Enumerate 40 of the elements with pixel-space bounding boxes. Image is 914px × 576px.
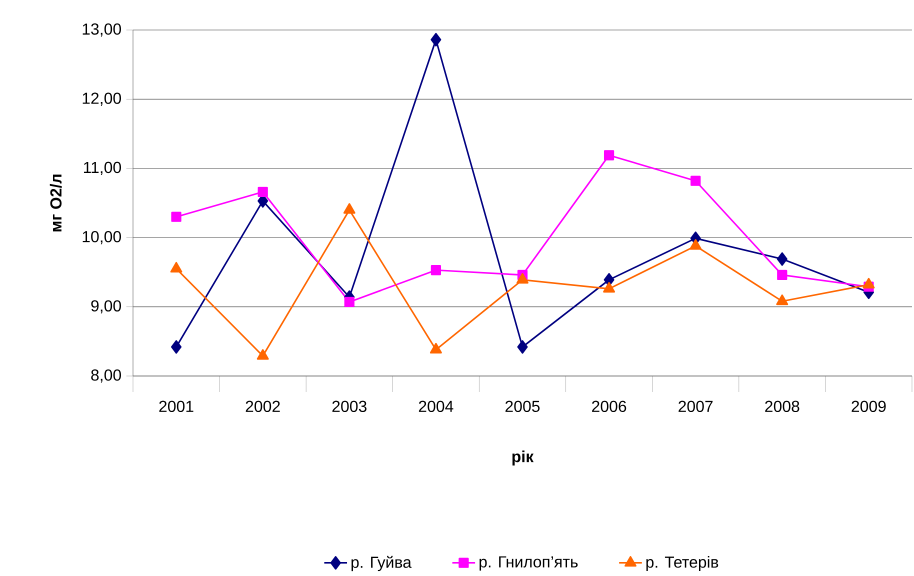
point (776, 294, 788, 306)
point (430, 32, 442, 46)
x-axis-title: рік (512, 450, 534, 466)
point (430, 342, 442, 354)
legend-label: р. Гнилоп’ять (480, 556, 578, 571)
x-tick-label: 2006 (592, 400, 626, 412)
y-tick-label: 13,00 (82, 23, 121, 37)
x-tick-label: 2008 (765, 400, 800, 412)
x-tick-label: 2009 (852, 400, 886, 412)
point (517, 340, 528, 354)
x-tick-label: 2004 (418, 400, 454, 412)
x-tick-label: 2001 (159, 400, 194, 412)
point (171, 212, 182, 222)
point (862, 278, 875, 288)
point (343, 203, 356, 214)
point (258, 186, 268, 197)
y-tick-label: 11,00 (84, 162, 122, 176)
point (603, 282, 616, 293)
x-tick-label: 2002 (246, 400, 280, 412)
x-tick-label: 2003 (332, 400, 366, 412)
point (170, 340, 182, 354)
x-tick-label: 2005 (505, 400, 540, 412)
point (777, 270, 788, 280)
y-tick-label: 8,00 (91, 369, 122, 383)
y-tick-label: 9,00 (91, 300, 122, 314)
point (604, 150, 614, 160)
y-axis-title: мг О2/л (50, 174, 62, 232)
point (430, 265, 442, 276)
y-tick-label: 10,00 (82, 230, 121, 244)
x-tick-label: 2007 (678, 400, 713, 412)
point (516, 273, 528, 284)
legend-label: р. Тетерів (646, 556, 718, 571)
point (776, 252, 788, 266)
legend-label: р. Гуйва (352, 556, 412, 572)
point (690, 176, 701, 186)
point (344, 296, 354, 308)
point (690, 239, 702, 250)
y-tick-label: 12,00 (82, 92, 121, 106)
point (170, 262, 182, 273)
point (256, 349, 269, 360)
